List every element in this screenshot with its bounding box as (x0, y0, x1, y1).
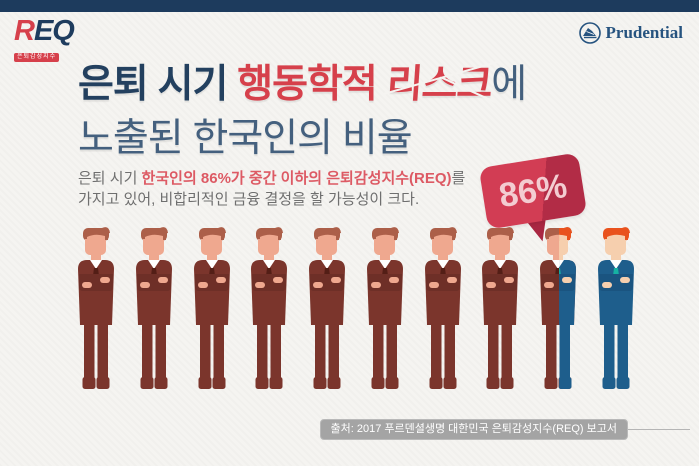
prudential-logo: Prudential (578, 22, 683, 44)
body-copy: 은퇴 시기 한국인의 86%가 중간 이하의 은퇴감성지수(REQ)를 가지고 … (78, 168, 465, 210)
person-figure-5-risk (303, 227, 351, 393)
source-rule (628, 429, 690, 430)
prudential-rock-icon (578, 22, 601, 44)
person-figure-3-risk (188, 227, 236, 393)
title-line1: 은퇴 시기 행동학적 리스크 에 (78, 60, 527, 116)
source-citation: 출처: 2017 푸르덴셜생명 대한민국 은퇴감성지수(REQ) 보고서 (319, 419, 690, 440)
title-line2: 노출된 한국인의 비율 (78, 117, 413, 160)
req-logo-letters-eq: EQ (33, 15, 75, 47)
speech-bubble: 86% (478, 152, 588, 230)
person-figure-7-risk (419, 227, 467, 393)
top-accent-bar (0, 0, 699, 12)
req-logo: REQ 은퇴감성지수 (14, 17, 80, 63)
source-pill: 출처: 2017 푸르덴셜생명 대한민국 은퇴감성지수(REQ) 보고서 (319, 419, 628, 440)
people-row (72, 227, 640, 393)
page-title: 은퇴 시기 행동학적 리스크 에 노출된 한국인의 비율 (78, 60, 527, 170)
req-logo-wordmark: REQ (14, 15, 80, 47)
body-line2: 가지고 있어, 비합리적인 금융 결정을 할 가능성이 크다. (78, 191, 420, 208)
prudential-wordmark: Prudential (605, 23, 683, 42)
person-figure-10-safe (592, 227, 640, 393)
person-figure-8-risk (476, 227, 524, 393)
title-line1-red: 행동학적 (237, 63, 387, 106)
percent-value: 86% (496, 166, 570, 215)
body-line1: 은퇴 시기 한국인의 86%가 중간 이하의 은퇴감성지수(REQ)를 (78, 170, 466, 187)
person-figure-2-risk (130, 227, 178, 393)
body-highlight: 한국인의 86%가 중간 이하의 은퇴감성지수(REQ) (141, 170, 452, 187)
req-logo-badge: 은퇴감성지수 (14, 53, 60, 62)
title-line1-suffix: 에 (491, 63, 527, 106)
person-figure-1-risk (72, 227, 120, 393)
title-line1-cracked: 리스크 (381, 60, 499, 108)
title-line1-navy: 은퇴 시기 (78, 63, 238, 106)
person-figure-9-split (534, 227, 582, 393)
person-figure-4-risk (245, 227, 293, 393)
person-figure-6-risk (361, 227, 409, 393)
req-logo-letter-r: R (14, 15, 35, 47)
